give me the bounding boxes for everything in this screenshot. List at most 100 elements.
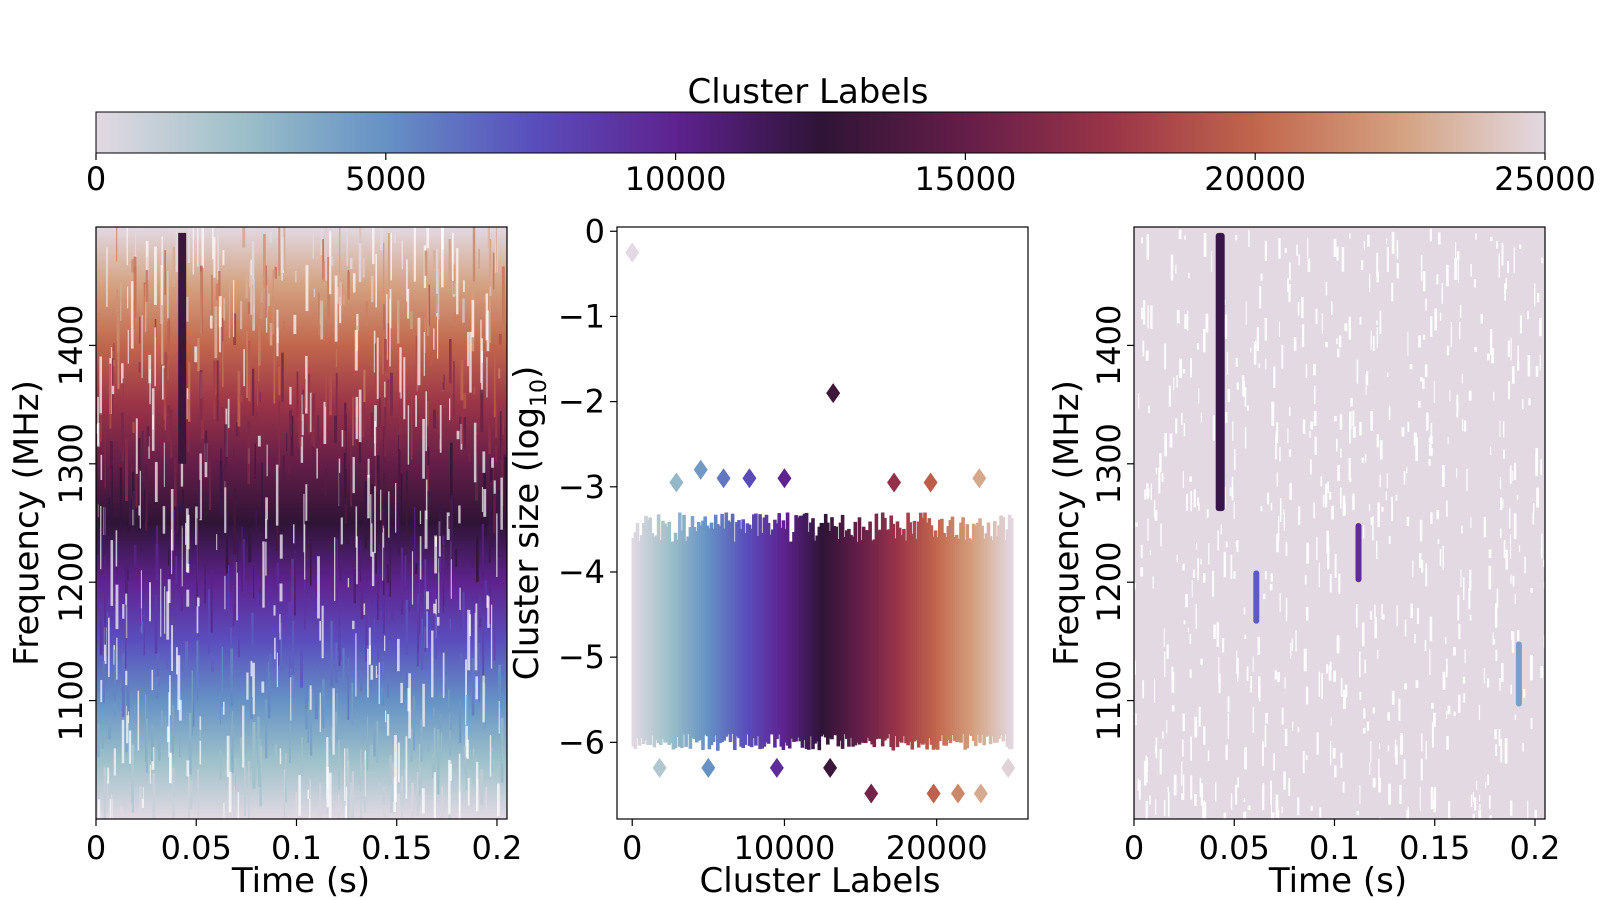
noise-streak — [381, 687, 383, 705]
noise-streak — [297, 405, 299, 433]
noise-gap — [1480, 313, 1483, 324]
noise-gap — [1141, 237, 1144, 244]
noise-streak — [227, 398, 230, 429]
bulk-column — [832, 525, 836, 735]
noise-streak — [346, 534, 349, 545]
bulk-column — [768, 534, 773, 735]
noise-streak — [143, 611, 146, 656]
noise-streak — [448, 239, 451, 286]
noise-streak — [121, 363, 124, 384]
noise-streak — [102, 661, 105, 704]
noise-gap — [1514, 714, 1517, 720]
noise-gap — [1182, 471, 1184, 488]
noise-gap — [1224, 412, 1228, 423]
noise-streak — [382, 786, 385, 805]
noise-streak — [449, 398, 451, 421]
noise-gap — [1235, 357, 1238, 367]
x-tick-label: 0.1 — [271, 829, 322, 867]
noise-gap — [1181, 793, 1185, 800]
noise-streak — [231, 711, 234, 764]
noise-streak — [279, 583, 283, 602]
noise-streak — [462, 592, 465, 627]
noise-streak — [269, 653, 272, 672]
noise-gap — [1516, 495, 1519, 500]
noise-gap — [1458, 623, 1461, 640]
bulk-column — [760, 532, 764, 749]
noise-streak — [276, 652, 278, 688]
left-xlabel: Time (s) — [231, 861, 370, 900]
noise-gap — [1140, 567, 1144, 577]
noise-streak — [269, 231, 272, 243]
noise-streak — [364, 759, 366, 813]
noise-streak — [390, 372, 393, 416]
noise-streak — [220, 448, 223, 463]
noise-streak — [413, 695, 415, 751]
noise-gap — [1310, 805, 1313, 811]
bulk-column — [946, 526, 951, 741]
noise-gap — [1540, 459, 1542, 476]
noise-gap — [1328, 665, 1332, 681]
noise-streak — [261, 681, 265, 693]
bulk-column — [931, 536, 936, 750]
noise-streak — [383, 592, 385, 634]
noise-gap — [1512, 470, 1514, 481]
noise-streak — [416, 772, 419, 816]
noise-gap — [1379, 440, 1383, 460]
noise-streak — [375, 507, 377, 574]
noise-streak — [313, 288, 315, 298]
noise-streak — [303, 378, 306, 409]
noise-streak — [350, 440, 352, 507]
noise-gap — [1456, 402, 1459, 411]
noise-streak — [388, 233, 390, 295]
noise-gap — [1297, 797, 1300, 816]
noise-gap — [1391, 496, 1393, 522]
noise-gap — [1509, 508, 1511, 529]
noise-streak — [228, 565, 230, 621]
noise-streak — [406, 259, 408, 302]
noise-streak — [208, 589, 210, 655]
noise-streak — [328, 772, 332, 819]
noise-streak — [355, 506, 358, 548]
x-tick-label: 10000 — [734, 829, 836, 867]
x-tick-label: 0 — [86, 829, 106, 867]
bulk-column — [961, 517, 965, 735]
noise-streak — [364, 480, 368, 549]
noise-gap — [1510, 684, 1512, 695]
noise-gap — [1153, 500, 1156, 517]
noise-streak — [99, 617, 103, 656]
noise-streak — [167, 354, 169, 380]
noise-gap — [1183, 620, 1186, 625]
noise-streak — [469, 331, 472, 393]
noise-streak — [367, 474, 370, 519]
noise-streak — [345, 786, 348, 819]
noise-streak — [116, 227, 118, 262]
noise-gap — [1326, 664, 1329, 674]
noise-streak — [453, 264, 455, 295]
noise-gap — [1376, 252, 1379, 277]
noise-gap — [1200, 412, 1202, 423]
noise-gap — [1502, 498, 1504, 509]
bulk-column — [661, 520, 665, 739]
noise-streak — [252, 662, 255, 715]
noise-streak — [493, 350, 496, 418]
noise-streak — [307, 789, 310, 800]
noise-streak — [243, 349, 245, 387]
noise-streak — [359, 227, 362, 244]
scatter-point — [826, 383, 841, 404]
noise-gap — [1305, 364, 1308, 378]
noise-gap — [1500, 497, 1503, 511]
bulk-column — [853, 521, 858, 746]
bulk-column — [857, 517, 862, 745]
noise-streak — [191, 670, 193, 736]
noise-gap — [1150, 305, 1153, 329]
noise-streak — [449, 763, 452, 781]
noise-gap — [1457, 595, 1460, 621]
noise-gap — [1250, 347, 1252, 353]
noise-gap — [1313, 364, 1316, 376]
noise-gap — [1406, 516, 1410, 526]
noise-streak — [125, 670, 128, 686]
bulk-column — [798, 515, 803, 742]
noise-streak — [495, 445, 497, 463]
noise-gap — [1360, 260, 1364, 271]
noise-streak — [278, 401, 281, 468]
